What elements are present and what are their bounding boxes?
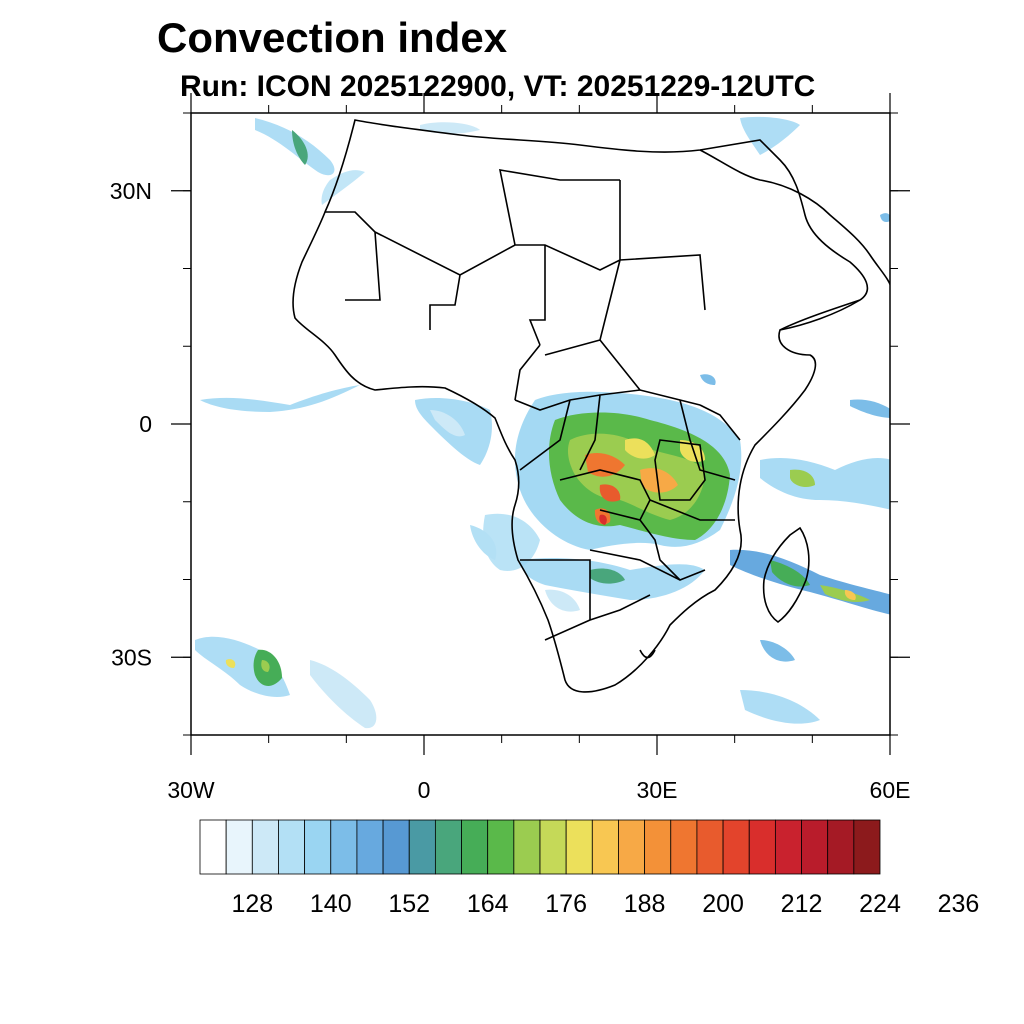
- colorbar-swatch: [539, 819, 567, 875]
- colorbar-swatch: [565, 819, 593, 875]
- colorbar-swatch: [434, 819, 462, 875]
- colorbar-swatch: [513, 819, 541, 875]
- colorbar-label: 128: [231, 890, 273, 918]
- colorbar-swatch: [696, 819, 724, 875]
- colorbar-swatch: [356, 819, 384, 875]
- colorbar-label: 152: [388, 890, 430, 918]
- colorbar-swatch: [618, 819, 646, 875]
- colorbar-swatch: [644, 819, 672, 875]
- colorbar-label: 176: [545, 890, 587, 918]
- chart-title: Convection index: [157, 14, 508, 61]
- colorbar-swatch: [801, 819, 829, 875]
- colorbar-swatch: [304, 819, 332, 875]
- coastlines: [292, 119, 890, 693]
- lon-tick-label: 30E: [637, 777, 678, 803]
- colorbar-swatch: [591, 819, 619, 875]
- colorbar-swatch: [225, 819, 253, 875]
- colorbar-swatch: [827, 819, 855, 875]
- colorbar-swatch: [722, 819, 750, 875]
- colorbar-swatch: [382, 819, 410, 875]
- map-axes: 30W 0 30E 60E 30N 0 30S: [110, 93, 911, 803]
- colorbar-swatch: [278, 819, 306, 875]
- colorbar-swatch: [330, 819, 358, 875]
- lat-tick-label: 30S: [111, 644, 152, 670]
- colorbar-swatch: [461, 819, 489, 875]
- lon-tick-label: 0: [418, 777, 431, 803]
- colorbar-label: 224: [859, 890, 901, 918]
- colorbar-label: 164: [467, 890, 509, 918]
- lat-tick-label: 0: [139, 411, 152, 437]
- colorbar-label: 212: [781, 890, 823, 918]
- colorbar: 128 140 152 164 176 188 200 212 224 236: [199, 819, 980, 918]
- colorbar-swatch: [487, 819, 515, 875]
- lon-tick-label: 60E: [870, 777, 911, 803]
- colorbar-label: 236: [938, 890, 980, 918]
- colorbar-swatch: [408, 819, 436, 875]
- colorbar-label: 188: [624, 890, 666, 918]
- lon-tick-label: 30W: [167, 777, 215, 803]
- chart-subtitle: Run: ICON 2025122900, VT: 20251229-12UTC: [180, 70, 816, 103]
- colorbar-label: 200: [702, 890, 744, 918]
- colorbar-label: 140: [310, 890, 352, 918]
- lat-tick-label: 30N: [110, 178, 152, 204]
- colorbar-swatch: [853, 819, 881, 875]
- colorbar-swatch: [748, 819, 776, 875]
- colorbar-swatch: [199, 819, 227, 875]
- colorbar-swatch: [251, 819, 279, 875]
- convection-field: [195, 116, 890, 729]
- colorbar-swatch: [670, 819, 698, 875]
- colorbar-swatch: [774, 819, 802, 875]
